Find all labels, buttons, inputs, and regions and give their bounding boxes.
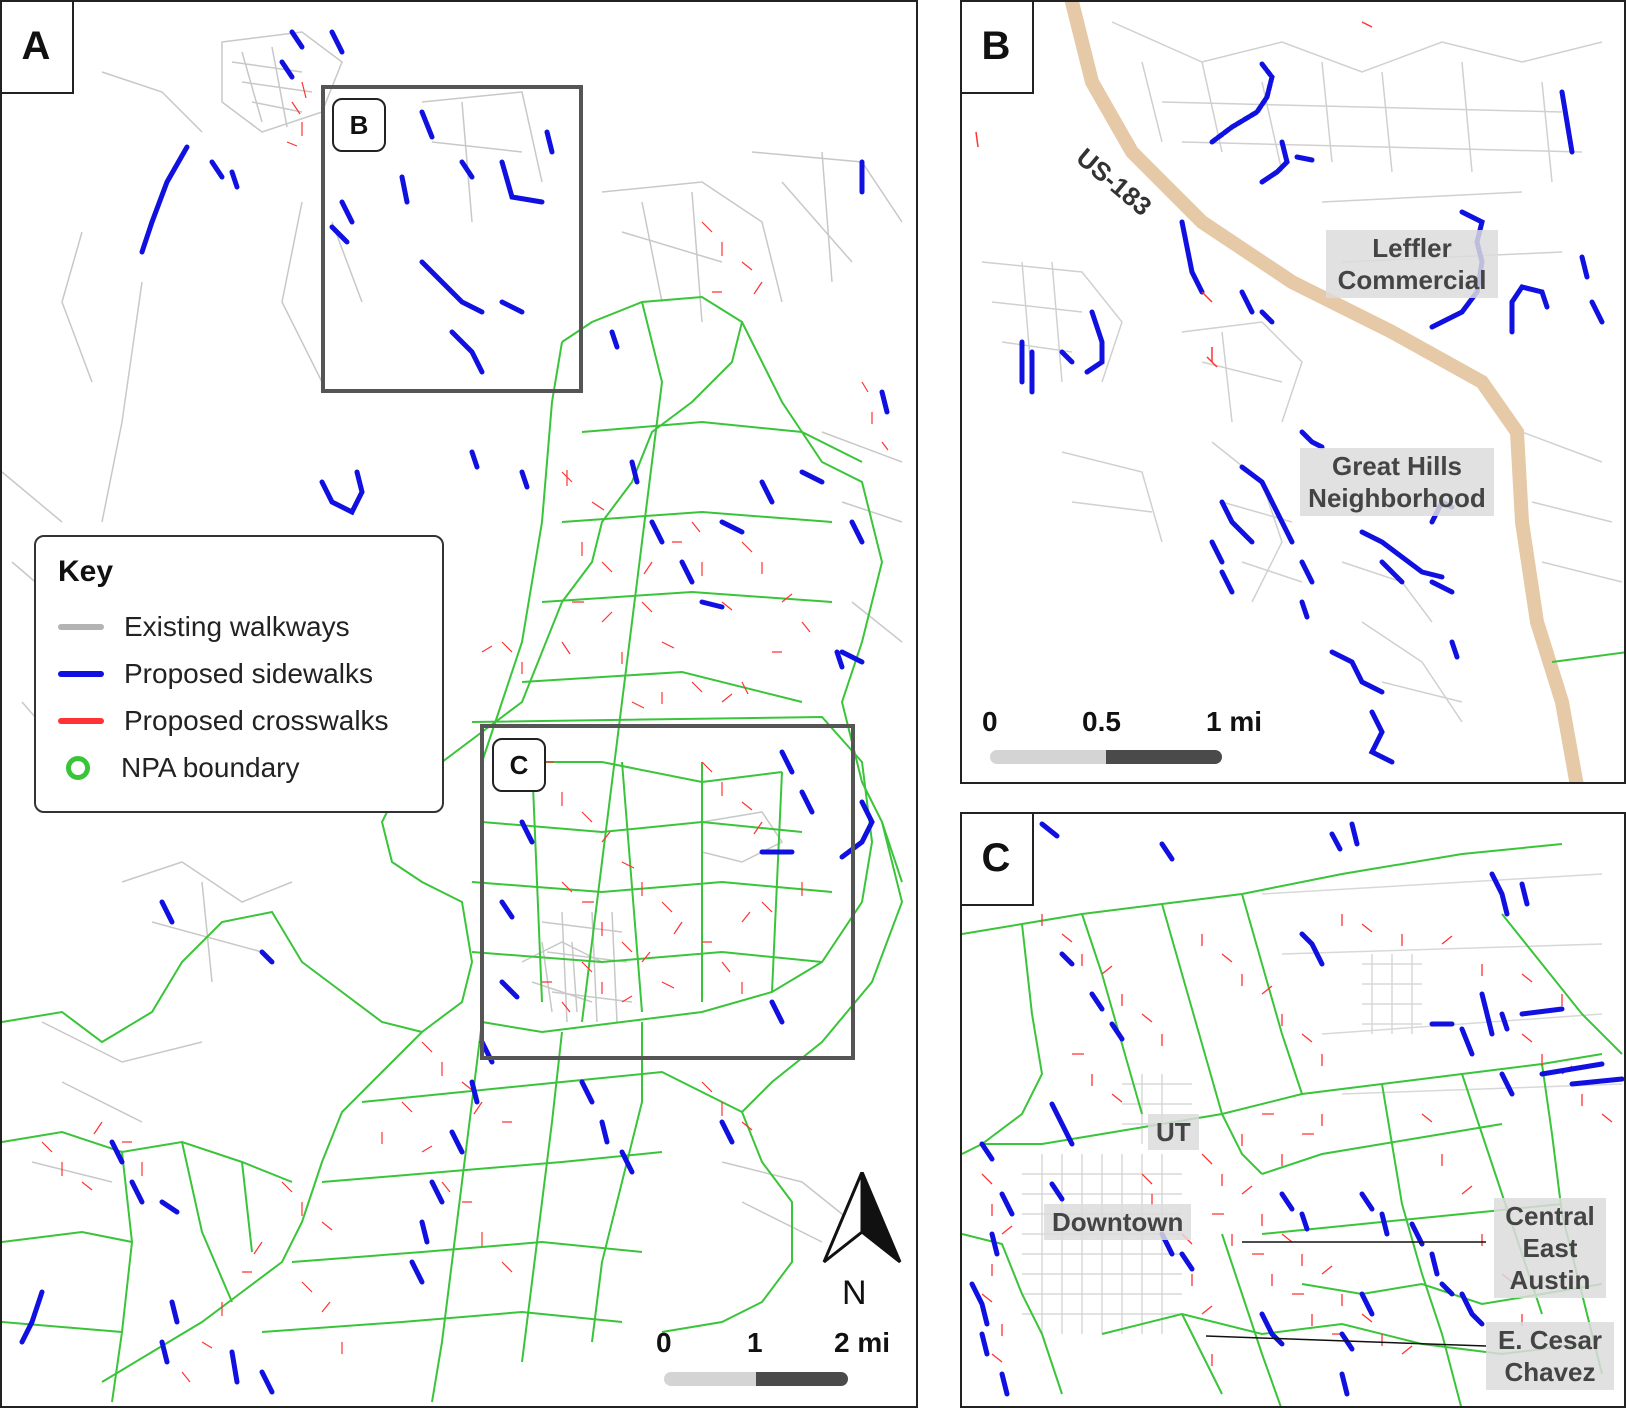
npa-boundaries-a	[2, 295, 904, 1403]
central-east-line-3: Austin	[1509, 1265, 1591, 1295]
great-hills-line-2: Neighborhood	[1308, 483, 1486, 513]
panel-a-map: A B C Key Existing walkways Proposed sid…	[0, 0, 918, 1408]
inset-c-outline	[480, 724, 855, 1060]
inset-c-label: C	[492, 738, 546, 792]
us-183-highway	[1065, 2, 1584, 782]
north-label: N	[842, 1274, 867, 1312]
key-row-proposed-sidewalks: Proposed sidewalks	[58, 650, 420, 697]
panel-c-map: C UT Downtown Central East Austin E. Ces…	[960, 812, 1626, 1408]
proposed-sidewalks-b	[1019, 61, 1605, 765]
scale-a-tick-1: 1	[747, 1327, 763, 1358]
proposed-crosswalks-b	[975, 21, 1373, 368]
key-label-npa-boundary: NPA boundary	[121, 751, 300, 783]
scale-b-tick-1: 0.5	[1082, 706, 1121, 737]
panel-b-linework	[975, 2, 1624, 782]
scale-b-tick-0: 0	[982, 706, 998, 737]
key-title: Key	[58, 555, 114, 588]
scale-b-bar	[990, 750, 1222, 764]
scale-b-tick-2: 1 mi	[1206, 706, 1263, 737]
callout-leader-lines	[1205, 1241, 1487, 1347]
scale-a-tick-2: 2 mi	[834, 1327, 891, 1358]
proposed-sidewalks-a	[19, 29, 890, 1395]
panel-b-tag: B	[962, 2, 1034, 94]
proposed-sidewalks-swatch	[58, 670, 104, 677]
leffler-commercial-label: Leffler Commercial	[1326, 230, 1498, 298]
existing-walkways-b	[981, 21, 1623, 723]
scale-a-tick-0: 0	[656, 1327, 672, 1358]
key-label-proposed-sidewalks: Proposed sidewalks	[124, 657, 374, 689]
great-hills-line-1: Great Hills	[1331, 451, 1463, 481]
key-label-proposed-crosswalks: Proposed crosswalks	[124, 704, 389, 736]
npa-boundary-b	[1551, 651, 1624, 663]
central-east-austin-label: Central East Austin	[1494, 1198, 1606, 1298]
ut-label: UT	[1148, 1114, 1199, 1150]
downtown-label: Downtown	[1044, 1204, 1192, 1240]
existing-walkways-swatch	[58, 623, 104, 630]
leffler-line-2: Commercial	[1337, 265, 1487, 295]
scale-a-bar	[664, 1372, 848, 1386]
key-row-existing-walkways: Existing walkways	[58, 603, 420, 650]
central-east-line-2: East	[1522, 1233, 1578, 1263]
panel-b-map: B US-183 Leffler Commercial Great Hills …	[960, 0, 1626, 784]
great-hills-label: Great Hills Neighborhood	[1300, 448, 1494, 516]
proposed-crosswalks-swatch	[58, 717, 104, 724]
key-row-proposed-crosswalks: Proposed crosswalks	[58, 697, 420, 744]
map-key: Key Existing walkways Proposed sidewalks…	[34, 535, 444, 813]
panel-c-tag: C	[962, 814, 1034, 906]
north-arrow-icon	[822, 1172, 902, 1264]
key-label-existing-walkways: Existing walkways	[124, 610, 350, 642]
proposed-crosswalks-c	[981, 914, 1613, 1366]
inset-b-label: B	[332, 98, 386, 152]
central-east-line-1: Central	[1505, 1201, 1595, 1231]
cesar-chavez-line-2: Chavez	[1504, 1357, 1596, 1387]
inset-b-outline	[321, 85, 583, 393]
proposed-crosswalks-a	[41, 81, 889, 1383]
key-row-npa-boundary: NPA boundary	[58, 744, 420, 791]
panel-a-tag: A	[2, 2, 74, 94]
cesar-chavez-line-1: E. Cesar	[1497, 1325, 1603, 1355]
leffler-line-1: Leffler	[1372, 233, 1452, 263]
cesar-chavez-label: E. Cesar Chavez	[1486, 1322, 1614, 1390]
npa-boundary-ring-icon	[66, 755, 90, 780]
